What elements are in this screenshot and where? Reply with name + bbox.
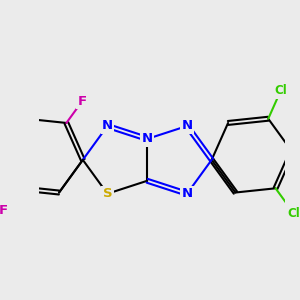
Text: N: N <box>182 187 193 200</box>
Text: N: N <box>182 119 193 133</box>
Text: F: F <box>78 94 87 107</box>
Text: F: F <box>0 204 8 217</box>
Text: N: N <box>142 132 153 146</box>
Text: Cl: Cl <box>287 206 300 220</box>
Text: N: N <box>102 119 113 133</box>
Text: Cl: Cl <box>274 84 287 97</box>
Text: S: S <box>103 187 112 200</box>
